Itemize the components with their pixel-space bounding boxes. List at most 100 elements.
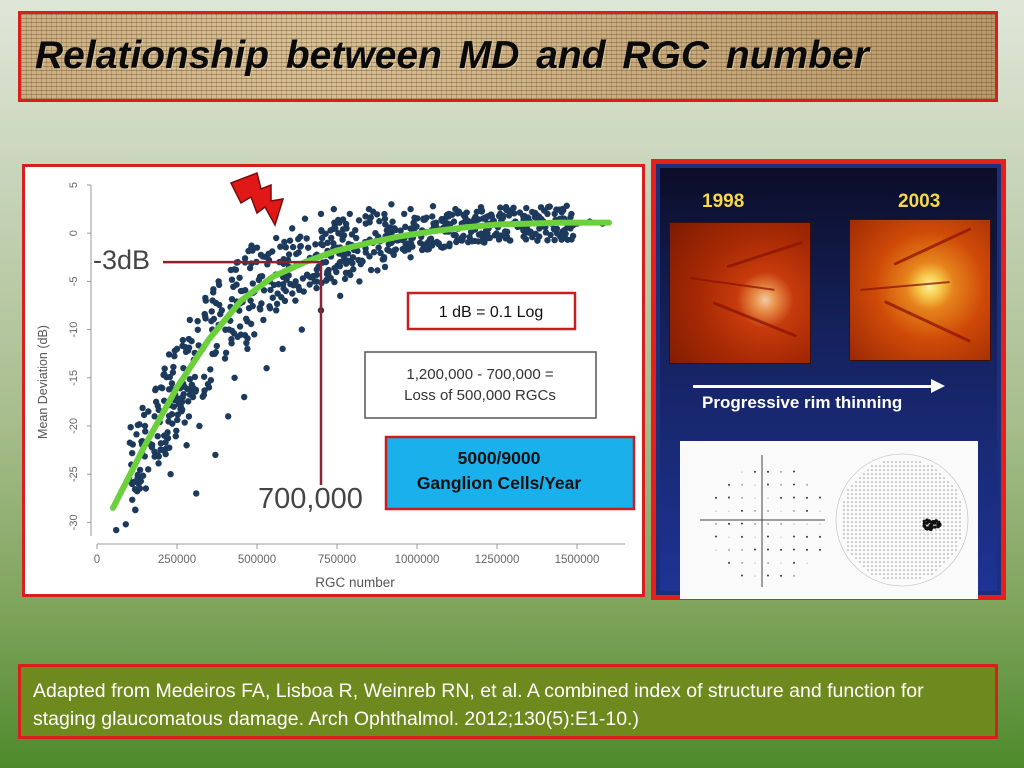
scatter-point (273, 300, 281, 308)
scatter-point (289, 290, 296, 297)
scatter-point (310, 272, 317, 280)
rate-note-box (384, 435, 636, 511)
scatter-point (163, 373, 170, 381)
scatter-point (175, 395, 183, 403)
svg-text:·: · (754, 534, 756, 541)
scatter-point (376, 218, 383, 225)
scatter-point (186, 316, 193, 324)
fundus-photo-left (669, 222, 811, 364)
scatter-point (282, 244, 290, 251)
scatter-point (132, 506, 139, 513)
scatter-point (248, 242, 255, 249)
scatter-point (192, 386, 200, 394)
scatter-point (397, 227, 404, 234)
svg-text:◦: ◦ (767, 508, 769, 515)
svg-text:•: • (741, 573, 744, 580)
scatter-point (228, 340, 235, 347)
scatter-point (253, 244, 261, 251)
svg-text:•: • (767, 482, 770, 489)
scatter-point (381, 263, 389, 271)
scatter-point (194, 317, 201, 325)
scatter-point (222, 349, 230, 356)
y-axis-label: Mean Deviation (dB) (36, 325, 50, 439)
scatter-point (241, 255, 249, 262)
scatter-point (401, 210, 408, 218)
scatter-point (448, 211, 456, 218)
svg-text:◦: ◦ (793, 573, 795, 580)
svg-text:◦: ◦ (780, 469, 782, 476)
scatter-point (221, 355, 229, 362)
scatter-point (263, 364, 270, 372)
scatter-point (179, 336, 187, 344)
scatter-point (208, 308, 215, 315)
scatter-point (534, 237, 541, 244)
svg-text:▪: ▪ (780, 573, 783, 580)
scatter-point (241, 393, 248, 401)
scatter-point (236, 274, 243, 281)
scatter-point (317, 240, 325, 248)
scatter-point (152, 386, 159, 394)
scatter-point (544, 210, 551, 218)
scatter-point (353, 234, 360, 242)
svg-text:◦: ◦ (767, 521, 769, 528)
scatter-point (290, 282, 297, 289)
scatter-point (341, 275, 349, 283)
svg-text:◦: ◦ (793, 508, 795, 515)
svg-text:▪: ▪ (806, 547, 809, 554)
scatter-point (328, 234, 335, 242)
scatter-point (313, 278, 320, 285)
scatter-point (293, 250, 300, 258)
scatter-point (169, 420, 176, 427)
visual-field-card: · ▪ ▪ ◦ • ▪ ◦ · • ◦ • ◦ ▪ • ◦ · · ▪ • ▪ • · · ▪ ◦ ◦ · ◦ ▪ · ◦ ▪ • ◦ ◦ ◦ · · · •… (680, 441, 978, 599)
svg-text:·: · (793, 521, 795, 528)
scatter-point (151, 448, 158, 455)
scatter-point (258, 273, 266, 280)
scatter-point (438, 216, 445, 223)
scatter-point (318, 227, 325, 234)
scatter-point (231, 266, 238, 273)
scatter-point (532, 230, 539, 238)
scatter-point (389, 218, 396, 225)
scatter-point (260, 316, 267, 324)
svg-text:◦: ◦ (741, 482, 743, 489)
scatter-point (317, 210, 325, 218)
scatter-point (154, 402, 162, 410)
visual-field-plots: · ▪ ▪ ◦ • ▪ ◦ · • ◦ • ◦ ▪ • ◦ · · ▪ • ▪ • · · ▪ ◦ ◦ · ◦ ▪ · ◦ ▪ • ◦ ◦ ◦ · · · •… (700, 453, 969, 587)
svg-text:·: · (754, 573, 756, 580)
log-note-text: 1 dB = 0.1 Log (439, 304, 544, 321)
title-banner: Relationship between MD and RGC number (18, 11, 998, 102)
svg-text:·: · (806, 521, 808, 528)
scatter-point (134, 471, 141, 479)
svg-text:◦: ◦ (780, 521, 782, 528)
scatter-point (389, 225, 397, 232)
scatter-point (339, 216, 347, 223)
svg-text:◦: ◦ (806, 482, 808, 489)
scatter-point (273, 234, 280, 242)
scatter-point (478, 207, 486, 215)
scatter-point (275, 281, 282, 288)
scatter-point (260, 287, 268, 294)
scatter-point (210, 315, 218, 323)
scatter-point (331, 278, 338, 286)
y-tick-label: -10 (68, 322, 80, 338)
scatter-point (185, 413, 193, 420)
scatter-point (337, 292, 344, 300)
scatter-point (180, 364, 187, 372)
scatter-point (131, 478, 138, 485)
scatter-point (173, 427, 180, 434)
reference-lines (163, 260, 323, 485)
svg-text:·: · (767, 495, 769, 502)
arrow-right-icon (931, 379, 945, 393)
y-tick-label: -20 (68, 418, 80, 434)
svg-text:·: · (728, 508, 730, 515)
scatter-point (230, 330, 238, 337)
svg-text:◦: ◦ (767, 560, 769, 567)
scatter-point (551, 236, 558, 244)
svg-text:•: • (793, 534, 796, 541)
y-tick-label: 5 (68, 182, 80, 188)
svg-text:·: · (715, 547, 717, 554)
scatter-point (242, 315, 250, 323)
scatter-point (215, 281, 223, 289)
svg-text:▪: ▪ (806, 495, 809, 502)
scatter-point (542, 229, 550, 236)
